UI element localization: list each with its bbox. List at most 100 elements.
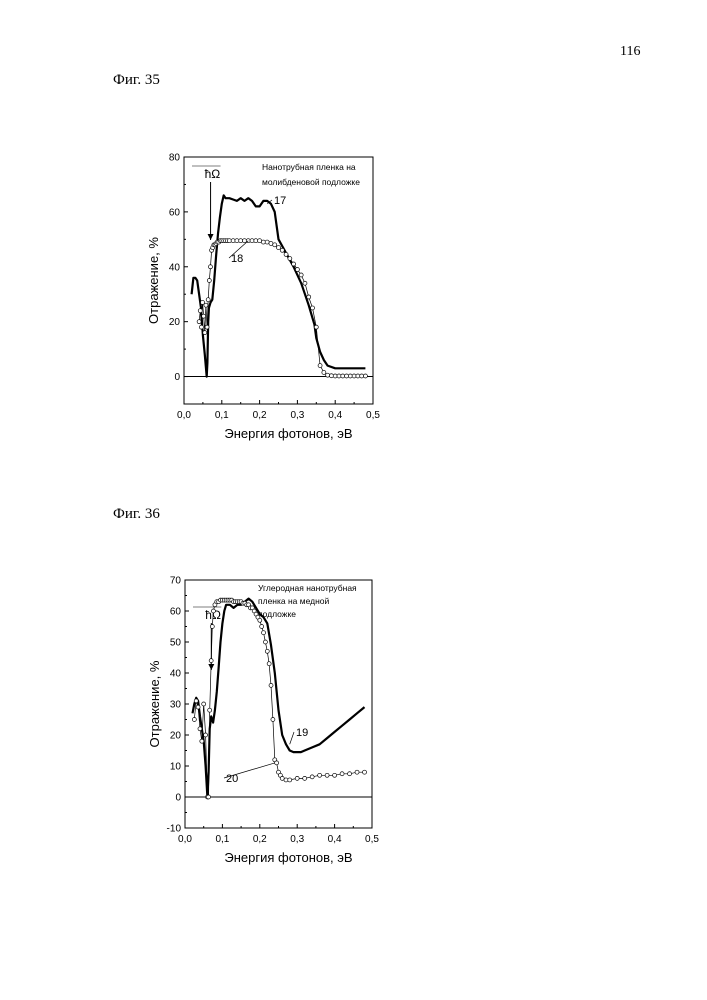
x-tick-label: 0,4 <box>328 410 342 421</box>
series-20-point <box>211 608 216 614</box>
x-tick-label: 0,3 <box>290 410 304 421</box>
y-tick-label: 60 <box>170 607 182 618</box>
series-label-leader <box>289 731 295 745</box>
chart-annotation: Нанотрубная пленка на <box>262 162 356 172</box>
series-18-point <box>249 238 255 244</box>
chart-annotation: подложке <box>258 609 296 619</box>
chart-figure-35: 0,0 0,1 0,2 0,3 0,4 0,5 0 20 40 60 80 Энергия фотон… <box>146 153 380 442</box>
x-tick-label: 0,2 <box>253 410 267 421</box>
x-tick-label: 0,1 <box>215 834 229 845</box>
series-20-point <box>261 630 266 636</box>
series-18-point <box>310 305 315 311</box>
series-18-point <box>321 370 327 375</box>
series-18-point <box>197 308 203 314</box>
series-18-point <box>230 238 236 244</box>
series-18-point <box>199 324 204 330</box>
y-tick-label: 30 <box>170 700 182 711</box>
x-tick-label: 0,3 <box>290 834 304 845</box>
series-18-point <box>272 242 278 248</box>
y-tick-label: 60 <box>169 207 181 218</box>
series-18-point <box>317 363 323 368</box>
series-18-point <box>203 302 209 308</box>
series-18-point <box>298 272 304 278</box>
series-20-point <box>206 794 211 800</box>
series-20-point <box>302 776 308 781</box>
series-19-line <box>191 597 366 799</box>
hbar-omega-label: ћΩ <box>205 167 221 181</box>
series-label-leader <box>223 762 275 779</box>
series-18-point <box>253 238 259 244</box>
y-tick-label: 20 <box>169 317 181 328</box>
series-18-point <box>355 373 361 379</box>
y-tick-label: 0 <box>175 793 181 804</box>
page-number: 116 <box>620 44 641 59</box>
series-20-point <box>259 624 265 629</box>
series-18-point <box>202 330 208 335</box>
series-18-point <box>205 297 211 303</box>
series-17-label: 17 <box>274 195 286 207</box>
series-18-point <box>279 247 285 253</box>
series-18-line <box>198 240 366 377</box>
series-18-point <box>264 239 270 245</box>
series-20-point <box>199 738 205 744</box>
series-18-point <box>313 324 319 330</box>
series-18-point <box>363 373 368 379</box>
series-20-point <box>201 701 207 707</box>
series-20-point <box>324 772 330 778</box>
series-18-point <box>261 239 266 245</box>
series-18-point <box>359 373 365 379</box>
y-tick-label: 0 <box>174 372 180 383</box>
series-20-point <box>203 732 208 738</box>
series-17-line <box>190 194 366 378</box>
series-20-point <box>354 769 360 775</box>
chart-annotation: пленка на медной <box>258 596 330 606</box>
series-label-leader <box>266 199 273 204</box>
series-18-point <box>302 280 308 286</box>
series-20-point <box>208 658 214 663</box>
series-18-point <box>325 372 330 378</box>
series-20-point <box>266 661 272 667</box>
x-tick-label: 0,4 <box>328 834 342 845</box>
series-20-point <box>264 648 270 654</box>
x-axis-title: Энергия фотонов, эВ <box>224 850 352 865</box>
series-18-point <box>347 373 353 379</box>
series-20-point <box>317 772 322 778</box>
y-tick-label: 20 <box>170 731 182 742</box>
series-18-point <box>201 313 207 319</box>
y-tick-label: 40 <box>169 262 181 273</box>
series-20-point <box>257 617 263 623</box>
arrow-head <box>207 234 214 240</box>
series-18-point <box>351 373 357 379</box>
series-18-point <box>295 267 300 272</box>
series-20-point <box>347 771 352 777</box>
y-tick-label: 40 <box>170 669 182 680</box>
series-20-point <box>207 707 213 713</box>
series-20-point <box>287 777 293 783</box>
series-18-point <box>287 256 293 261</box>
x-tick-label: 0,5 <box>365 834 379 845</box>
figure-35-label: Фиг. 35 <box>113 72 160 88</box>
series-18-point <box>234 238 240 244</box>
series-18-point <box>206 278 212 283</box>
series-20-point <box>263 639 268 645</box>
series-19-label: 19 <box>296 727 308 739</box>
series-18-point <box>196 319 202 325</box>
series-18-point <box>291 261 296 267</box>
series-18-point <box>238 238 244 244</box>
x-tick-label: 0,0 <box>178 834 192 845</box>
y-tick-label: 50 <box>170 638 182 649</box>
series-20-point <box>192 717 197 722</box>
series-20-point <box>339 771 345 777</box>
series-18-point <box>336 373 342 379</box>
y-tick-label: -10 <box>167 824 182 835</box>
series-20-point <box>362 769 367 775</box>
series-20-point <box>332 772 337 778</box>
y-tick-label: 80 <box>169 153 181 164</box>
series-18-point <box>276 245 281 250</box>
x-tick-label: 0,1 <box>215 410 229 421</box>
series-18-point <box>340 373 346 379</box>
x-tick-label: 0,5 <box>366 410 380 421</box>
series-20-line <box>193 599 365 798</box>
series-20-point <box>197 726 203 732</box>
series-20-point <box>193 698 199 704</box>
